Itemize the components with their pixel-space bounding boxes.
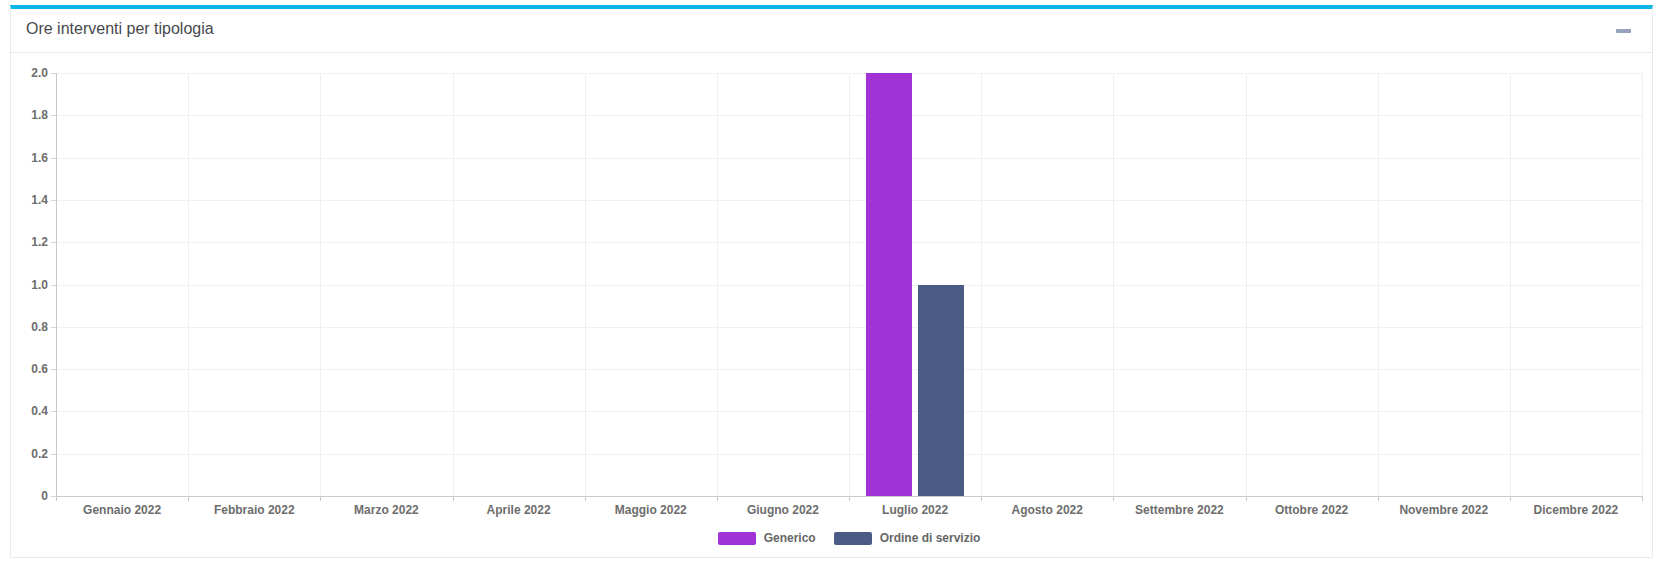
- x-tick: [1510, 496, 1511, 501]
- gridline-v: [188, 73, 189, 496]
- x-tick: [585, 496, 586, 501]
- legend-item[interactable]: Generico: [718, 531, 816, 545]
- y-axis-label: 1.0: [11, 277, 48, 293]
- x-axis-label: Giugno 2022: [717, 503, 849, 517]
- bar-ordine-di-servizio[interactable]: [918, 285, 964, 497]
- y-axis-label: 1.4: [11, 192, 48, 208]
- y-axis-label: 1.6: [11, 150, 48, 166]
- x-axis-label: Gennaio 2022: [56, 503, 188, 517]
- x-tick: [320, 496, 321, 501]
- x-axis-label: Febbraio 2022: [188, 503, 320, 517]
- x-tick: [849, 496, 850, 501]
- gridline-v: [1246, 73, 1247, 496]
- y-axis-label: 0.4: [11, 403, 48, 419]
- plot-area: [56, 73, 1642, 496]
- panel-body: 2.0 1.8 1.6 1.4 1.2 1.0 0.8 0.6 0.4 0.2 0 Gennaio …: [11, 53, 1652, 558]
- x-axis-label: Settembre 2022: [1113, 503, 1245, 517]
- x-tick: [981, 496, 982, 501]
- gridline-v: [585, 73, 586, 496]
- y-axis-label: 2.0: [11, 65, 48, 81]
- x-axis-label: Aprile 2022: [453, 503, 585, 517]
- y-axis-label: 0.8: [11, 319, 48, 335]
- minus-icon: [1616, 29, 1631, 33]
- y-axis-label: 0.6: [11, 361, 48, 377]
- bar-chart: 2.0 1.8 1.6 1.4 1.2 1.0 0.8 0.6 0.4 0.2 0 Gennaio …: [11, 53, 1652, 558]
- gridline-v: [1510, 73, 1511, 496]
- page: Ore interventi per tipologia 2.0 1.8 1.6 1.…: [0, 0, 1662, 564]
- gridline-v: [717, 73, 718, 496]
- legend-item[interactable]: Ordine di servizio: [834, 531, 981, 545]
- gridline-v: [320, 73, 321, 496]
- gridline-v: [1113, 73, 1114, 496]
- x-tick: [717, 496, 718, 501]
- y-axis-label: 1.8: [11, 107, 48, 123]
- x-axis-label: Novembre 2022: [1378, 503, 1510, 517]
- y-axis: 2.01.81.61.41.21.00.80.60.40.20: [11, 73, 48, 496]
- collapse-button[interactable]: [1616, 29, 1636, 43]
- x-tick: [1642, 496, 1643, 501]
- x-axis: Gennaio 2022Febbraio 2022Marzo 2022April…: [56, 503, 1642, 523]
- gridline-v: [849, 73, 850, 496]
- x-tick: [1378, 496, 1379, 501]
- x-axis-label: Agosto 2022: [981, 503, 1113, 517]
- gridline-v: [453, 73, 454, 496]
- panel-title: Ore interventi per tipologia: [26, 20, 214, 38]
- x-axis-label: Marzo 2022: [320, 503, 452, 517]
- legend-swatch: [718, 532, 756, 545]
- x-axis-label: Luglio 2022: [849, 503, 981, 517]
- x-axis-label: Dicembre 2022: [1510, 503, 1642, 517]
- x-tick: [188, 496, 189, 501]
- gridline-v: [1642, 73, 1643, 496]
- x-axis-label: Maggio 2022: [585, 503, 717, 517]
- chart-legend: Generico Ordine di servizio: [56, 531, 1642, 545]
- x-tick: [453, 496, 454, 501]
- x-axis-label: Ottobre 2022: [1246, 503, 1378, 517]
- legend-label: Ordine di servizio: [880, 531, 981, 545]
- gridline-v: [56, 73, 57, 496]
- gridline-v: [1378, 73, 1379, 496]
- legend-swatch: [834, 532, 872, 545]
- gridline-v: [981, 73, 982, 496]
- x-tick: [1246, 496, 1247, 501]
- chart-panel: Ore interventi per tipologia 2.0 1.8 1.6 1.…: [10, 5, 1653, 558]
- x-tick: [1113, 496, 1114, 501]
- panel-header: Ore interventi per tipologia: [11, 9, 1652, 53]
- bar-generico[interactable]: [866, 73, 912, 496]
- legend-label: Generico: [764, 531, 816, 545]
- y-axis-label: 0: [11, 488, 48, 504]
- y-axis-label: 0.2: [11, 446, 48, 462]
- x-tick: [56, 496, 57, 501]
- y-axis-label: 1.2: [11, 234, 48, 250]
